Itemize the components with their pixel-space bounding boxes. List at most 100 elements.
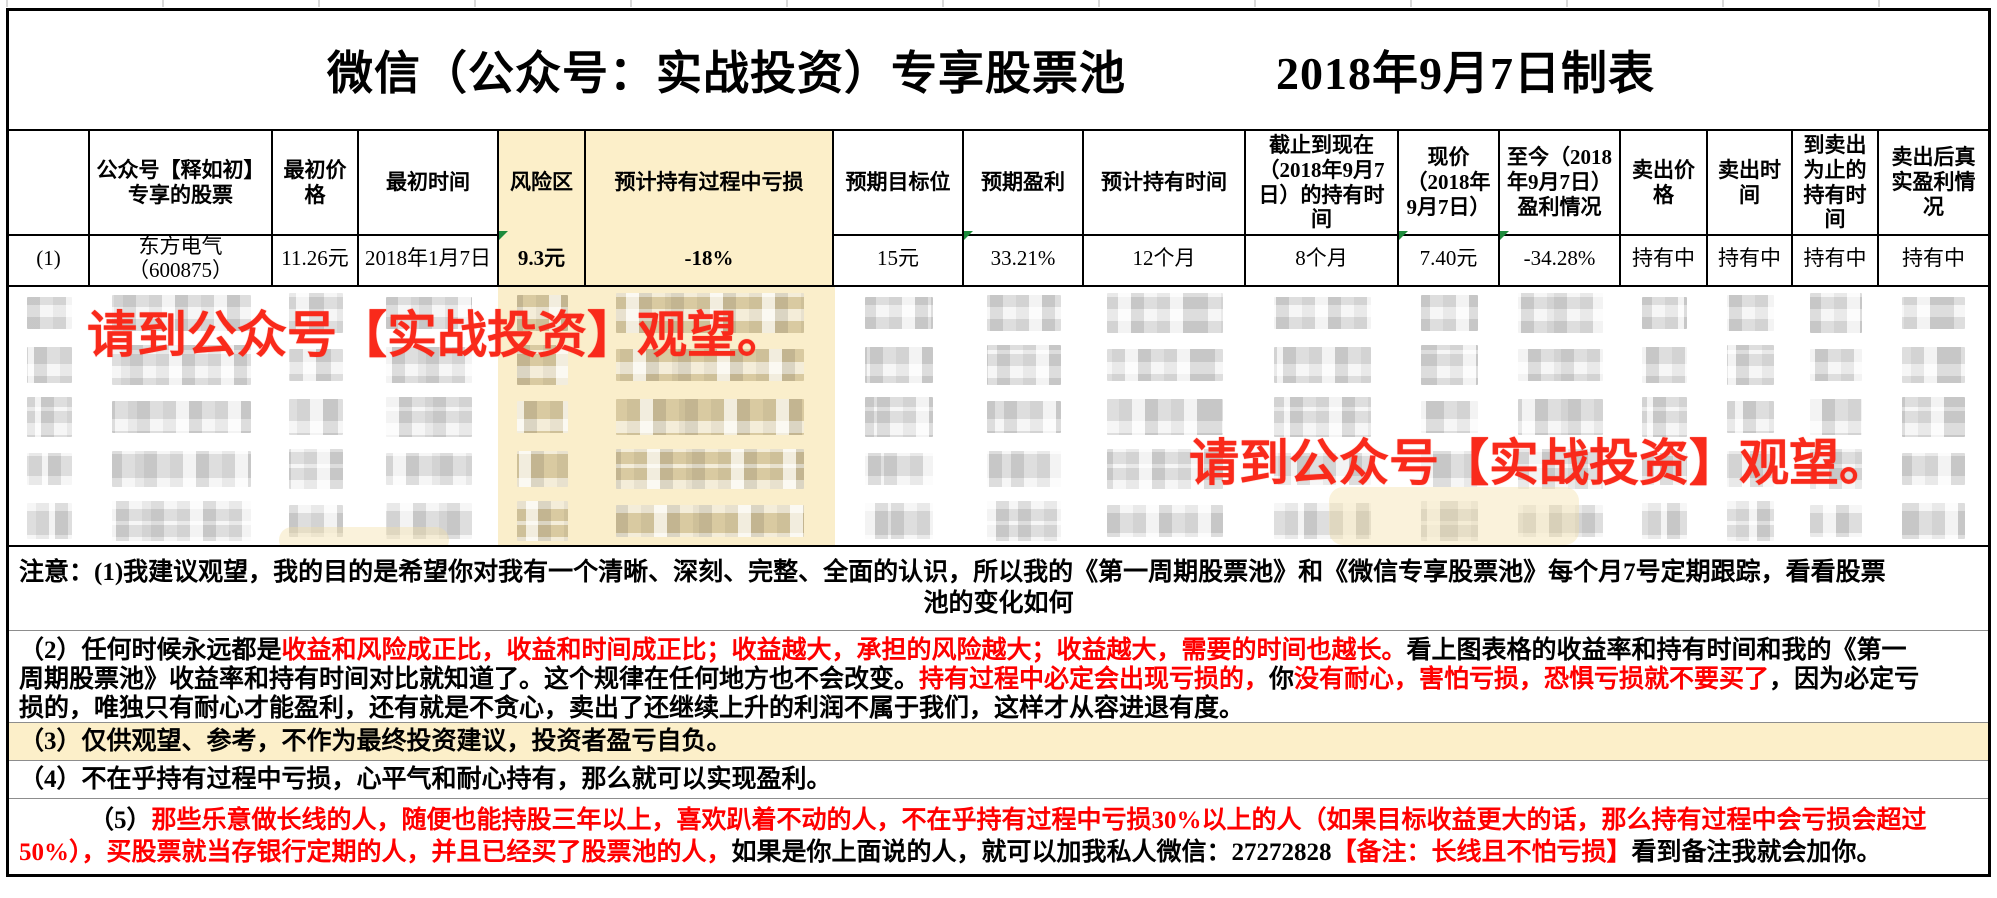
overlay-text-right: 请到公众号【实战投资】观望。 — [1189, 435, 1889, 491]
mosaic-block — [1273, 503, 1372, 539]
blurred-cell — [359, 339, 499, 391]
mosaic-block — [111, 401, 252, 433]
blurred-cell — [499, 495, 586, 545]
cell-profit-so-far: -34.28% — [1500, 231, 1621, 287]
mosaic-block — [986, 345, 1062, 385]
table-header-row: 公众号【释如初】专享的股票 最初价格 最初时间 风险区 预计持有过程中亏损 预期… — [9, 131, 1988, 237]
mosaic-block — [1641, 347, 1688, 383]
watermark-blob — [1329, 487, 1579, 545]
note-2: （2）任何时候永远都是收益和风险成正比，收益和时间成正比；收益越大，承担的风险越… — [9, 631, 1988, 723]
blurred-cell — [1399, 495, 1500, 545]
blurred-cell — [499, 339, 586, 391]
blurred-cell — [1399, 287, 1500, 339]
note-text-segment: 看到备注我就会加你。 — [1631, 839, 1882, 866]
mosaic-block — [1810, 349, 1862, 381]
cell-expected-holding-time: 12个月 — [1084, 231, 1246, 287]
header-current-price: 现价（2018年9月7日） — [1399, 131, 1500, 237]
blurred-cell — [586, 287, 834, 339]
cell-current-price: 7.40元 — [1399, 231, 1500, 287]
mosaic-block — [1273, 297, 1372, 329]
profit-so-far-value: -34.28% — [1523, 245, 1596, 270]
blurred-cell — [964, 495, 1084, 545]
blurred-cell — [273, 287, 359, 339]
note-line: 50%），买股票就当存银行定期的人，并且已经买了股票池的人，如果是你上面说的人，… — [19, 837, 1978, 869]
blurred-row — [9, 287, 1988, 339]
blurred-cell — [1879, 339, 1988, 391]
mosaic-block — [1518, 349, 1603, 381]
cell-sell-time: 持有中 — [1708, 231, 1793, 287]
header-row-number — [9, 131, 90, 237]
mosaic-block — [1810, 293, 1862, 333]
note-text-segment: （5） — [89, 807, 152, 834]
mosaic-block — [1810, 449, 1862, 489]
mosaic-block — [111, 451, 252, 487]
note-text-segment: 损的，唯独只有耐心才能盈利，还有就是不贪心，卖出了还继续上升的利润不属于我们，这… — [19, 695, 1245, 722]
blurred-cell — [1621, 287, 1708, 339]
table-date: 2018年9月7日制表 — [1276, 48, 1655, 99]
blurred-cell — [9, 443, 90, 495]
stock-name: 东方电气 — [138, 233, 223, 258]
blurred-cell — [9, 339, 90, 391]
mosaic-block — [516, 345, 569, 385]
blurred-cell — [964, 391, 1084, 443]
header-sell-time: 卖出时间 — [1708, 131, 1793, 237]
header-stock: 公众号【释如初】专享的股票 — [90, 131, 273, 237]
header-target-price: 预期目标位 — [834, 131, 964, 237]
blurred-cell — [1879, 443, 1988, 495]
blurred-cell — [964, 443, 1084, 495]
blurred-cell — [1246, 287, 1399, 339]
note-5: （5）那些乐意做长线的人，随便也能持股三年以上，喜欢趴着不动的人，不在乎持有过程… — [9, 799, 1988, 875]
error-indicator-triangle — [1500, 231, 1509, 240]
mosaic-block — [865, 503, 933, 539]
blurred-cell — [1084, 495, 1246, 545]
cell-initial-price: 11.26元 — [273, 231, 359, 287]
blurred-cell — [1399, 339, 1500, 391]
mosaic-block — [1641, 297, 1688, 329]
blurred-cell — [499, 287, 586, 339]
blurred-cell — [359, 495, 499, 545]
risk-zone-value: 9.3元 — [517, 245, 566, 270]
blurred-cell — [359, 443, 499, 495]
cell-holding-time-until-sell: 持有中 — [1793, 231, 1879, 287]
header-expected-profit: 预期盈利 — [964, 131, 1084, 237]
mosaic-block — [1641, 397, 1688, 437]
blurred-row — [9, 391, 1988, 443]
note-line: 周期股票池》收益率和持有时间对比就知道了。这个规律在任何地方也不会改变。持有过程… — [19, 665, 1978, 694]
current-price-value: 7.40元 — [1419, 245, 1478, 270]
blurred-cell — [1246, 391, 1399, 443]
cell-expected-drawdown: -18% — [586, 231, 834, 287]
blurred-cell — [273, 443, 359, 495]
mosaic-block — [865, 347, 933, 383]
overlay-text-left: 请到公众号【实战投资】观望。 — [87, 307, 787, 363]
blurred-cell — [1708, 339, 1793, 391]
mosaic-block — [385, 397, 473, 437]
blurred-cell — [834, 495, 964, 545]
note-line: 注意：(1)我建议观望，我的目的是希望你对我有一个清晰、深刻、完整、全面的认识，… — [19, 557, 1978, 588]
mosaic-block — [1273, 453, 1372, 485]
mosaic-block — [1421, 501, 1478, 541]
mosaic-block — [27, 453, 72, 485]
cell-target-price: 15元 — [834, 231, 964, 287]
mosaic-block — [615, 349, 805, 381]
note-text-segment: ，因为必定亏 — [1769, 666, 1920, 693]
blurred-cell — [834, 443, 964, 495]
cell-risk-zone: 9.3元 — [499, 231, 586, 287]
note-text-segment: 如果是你上面说的人，就可以加我私人微信：27272828 — [731, 839, 1332, 866]
mosaic-block — [1641, 503, 1688, 539]
header-holding-time-so-far: 截止到现在（2018年9月7日）的持有时间 — [1246, 131, 1399, 237]
mosaic-block — [1518, 293, 1603, 333]
mosaic-block — [27, 297, 72, 329]
header-risk-zone: 风险区 — [499, 131, 586, 237]
blurred-cell — [586, 443, 834, 495]
mosaic-block — [1273, 347, 1372, 383]
blurred-cell — [834, 391, 964, 443]
note-text-segment: 池的变化如何 — [923, 590, 1074, 617]
blurred-cell — [1793, 495, 1879, 545]
mosaic-block — [1726, 345, 1775, 385]
mosaic-block — [516, 401, 569, 433]
blurred-cell — [1708, 495, 1793, 545]
blurred-cell — [1084, 391, 1246, 443]
blurred-cell — [1399, 391, 1500, 443]
blurred-cell — [1500, 443, 1621, 495]
mosaic-block — [385, 347, 473, 383]
